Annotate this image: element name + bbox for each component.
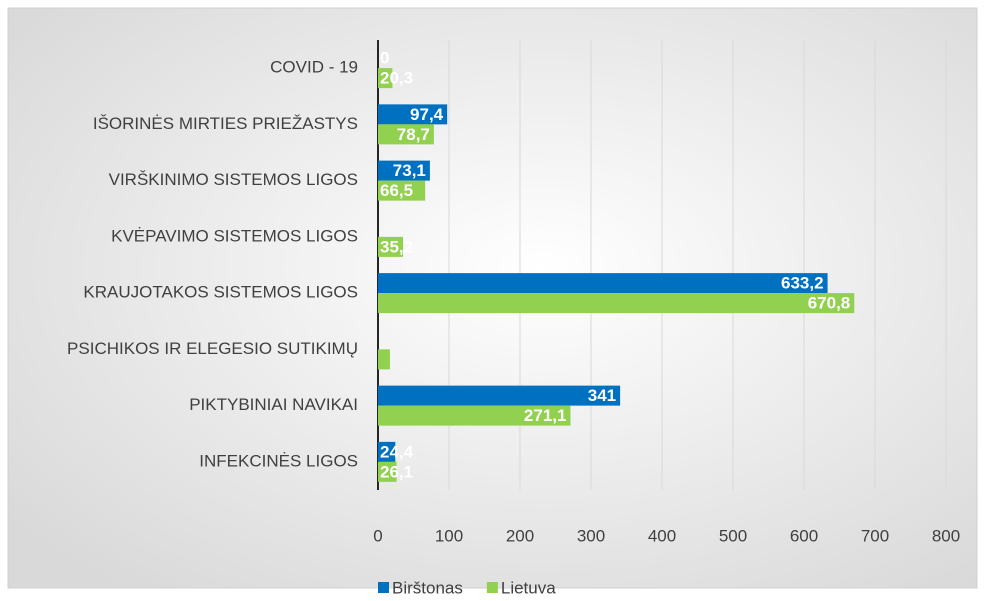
y-tick-label: COVID - 19 xyxy=(270,58,358,77)
data-label: 24,4 xyxy=(380,442,414,461)
y-tick-label: KRAUJOTAKOS SISTEMOS LIGOS xyxy=(83,283,358,302)
x-tick-label: 700 xyxy=(861,526,889,545)
y-tick-label: IŠORINĖS MIRTIES PRIEŽASTYS xyxy=(93,114,358,133)
y-tick-label: INFEKCINĖS LIGOS xyxy=(199,451,358,470)
data-label: 20,3 xyxy=(380,69,413,88)
bar xyxy=(378,160,430,181)
bar xyxy=(378,405,571,426)
legend-label: Birštonas xyxy=(392,578,463,596)
legend-swatch xyxy=(378,582,389,593)
bar xyxy=(378,236,403,257)
data-label: 78,7 xyxy=(397,125,430,144)
data-label: 271,1 xyxy=(524,406,567,425)
x-tick-label: 200 xyxy=(506,526,534,545)
y-tick-label: PIKTYBINIAI NAVIKAI xyxy=(189,395,358,414)
y-tick-label: VIRŠKINIMO SISTEMOS LIGOS xyxy=(109,170,358,189)
bar xyxy=(378,273,828,294)
x-tick-label: 500 xyxy=(719,526,747,545)
bar xyxy=(378,180,426,201)
legend: Birštonas Lietuva xyxy=(378,578,556,597)
data-label: 26,1 xyxy=(380,462,413,481)
x-tick-label: 600 xyxy=(790,526,818,545)
bar xyxy=(378,124,434,145)
y-tick-label: PSICHIKOS IR ELEGESIO SUTIKIMŲ xyxy=(67,339,358,358)
data-label: 670,8 xyxy=(808,294,851,313)
bar xyxy=(378,104,448,125)
x-tick-label: 100 xyxy=(435,526,463,545)
x-tick-label: 800 xyxy=(932,526,960,545)
data-label: 97,4 xyxy=(410,105,444,124)
legend-label: Lietuva xyxy=(501,578,556,596)
data-label: 35,2 xyxy=(380,237,413,256)
y-tick-label: KVĖPAVIMO SISTEMOS LIGOS xyxy=(111,226,358,245)
data-label: 66,5 xyxy=(380,181,413,200)
x-tick-label: 0 xyxy=(373,526,382,545)
bar xyxy=(378,441,396,462)
data-label: 633,2 xyxy=(781,274,824,293)
data-label: 73,1 xyxy=(393,161,426,180)
data-label: 0 xyxy=(380,49,389,68)
bar xyxy=(378,68,393,89)
bar xyxy=(378,461,397,482)
x-tick-label: 300 xyxy=(577,526,605,545)
data-label: 341 xyxy=(588,386,616,405)
legend-swatch xyxy=(486,582,498,593)
bar xyxy=(378,293,855,314)
x-tick-label: 400 xyxy=(648,526,676,545)
bar xyxy=(378,349,390,370)
bar xyxy=(378,385,621,406)
